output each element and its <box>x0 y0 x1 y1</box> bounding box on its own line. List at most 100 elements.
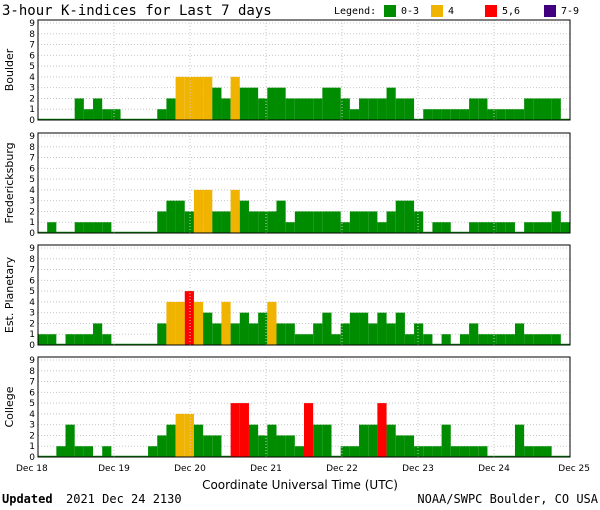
k-index-bar <box>459 109 470 120</box>
k-index-bar <box>542 98 552 120</box>
k-index-bar <box>414 323 424 345</box>
k-index-bar <box>276 200 286 233</box>
k-index-bar <box>542 334 552 345</box>
y-tick-label: 4 <box>29 186 35 196</box>
k-index-bar <box>395 312 405 345</box>
k-index-bar <box>304 334 314 345</box>
k-index-bar <box>157 323 167 345</box>
x-tick-label: Dec 23 <box>402 464 434 474</box>
k-index-bar <box>469 98 479 120</box>
k-index-bar <box>496 222 506 233</box>
k-index-bar <box>414 446 424 457</box>
y-tick-label: 3 <box>29 309 35 319</box>
k-index-bar <box>432 109 442 120</box>
k-index-bar <box>175 413 185 457</box>
x-axis-label: Coordinate Universal Time (UTC) <box>202 478 398 492</box>
k-index-bar <box>74 98 84 120</box>
k-index-bar <box>230 403 240 457</box>
k-index-bar <box>157 435 167 457</box>
k-index-bar <box>359 312 369 345</box>
k-index-bar <box>184 76 194 120</box>
legend-swatch-0 <box>384 5 396 17</box>
k-index-bar <box>239 200 249 233</box>
k-index-bar <box>322 424 332 457</box>
k-index-bar <box>349 446 360 457</box>
k-index-bar <box>304 98 314 120</box>
y-tick-label: 8 <box>29 255 35 265</box>
k-index-bar <box>276 323 286 345</box>
k-index-bar <box>395 200 405 233</box>
k-index-bar <box>93 222 103 233</box>
panel-frame <box>37 356 571 458</box>
x-tick-label: Dec 19 <box>98 464 130 474</box>
x-tick-label: Dec 20 <box>174 464 206 474</box>
k-index-bar <box>294 334 304 345</box>
k-index-bar <box>450 446 460 457</box>
panel-frame <box>37 244 571 346</box>
k-index-bar <box>102 222 112 233</box>
k-index-bar <box>102 109 112 120</box>
k-index-bar <box>331 87 341 120</box>
k-index-bar <box>65 424 75 457</box>
k-index-bar <box>248 211 259 233</box>
k-index-bar <box>386 323 396 345</box>
k-index-bar <box>313 211 323 233</box>
k-index-bar <box>441 424 451 457</box>
chart-title: 3-hour K-indices for Last 7 days <box>2 3 272 19</box>
y-tick-label: 3 <box>29 421 35 431</box>
y-tick-label: 8 <box>29 143 35 153</box>
k-index-bar <box>414 211 424 233</box>
k-index-bar <box>193 76 204 120</box>
k-index-bar <box>514 424 525 457</box>
y-tick-label: 7 <box>29 154 35 164</box>
k-index-bar <box>505 222 515 233</box>
k-index-bar <box>551 334 561 345</box>
k-index-bar <box>47 334 57 345</box>
x-tick-label: Dec 24 <box>478 464 510 474</box>
k-index-bar <box>193 301 204 345</box>
k-index-bar <box>441 222 451 233</box>
k-index-bar <box>239 403 249 457</box>
k-index-bar <box>230 189 240 233</box>
k-index-bar <box>524 222 534 233</box>
y-tick-label: 9 <box>29 19 35 29</box>
k-index-bar <box>395 435 405 457</box>
k-index-bar <box>478 98 488 120</box>
y-tick-label: 4 <box>29 410 35 420</box>
k-index-bar <box>148 446 158 457</box>
k-index-bar <box>74 334 84 345</box>
k-index-bar <box>258 312 268 345</box>
y-tick-label: 9 <box>29 132 35 142</box>
k-index-bar <box>203 312 213 345</box>
k-index-bar <box>102 446 112 457</box>
k-index-bar <box>469 323 479 345</box>
k-index-bar <box>349 312 360 345</box>
k-index-bar <box>514 109 525 120</box>
panel-frame <box>37 132 571 234</box>
k-index-bar <box>542 222 552 233</box>
y-tick-label: 5 <box>29 62 35 72</box>
k-index-bar <box>496 109 506 120</box>
legend-label-1: 4 <box>448 6 454 17</box>
k-index-bar <box>83 109 94 120</box>
k-index-bar <box>487 109 497 120</box>
legend-label-3: 7-9 <box>561 6 579 17</box>
k-index-bar <box>230 323 240 345</box>
k-index-bar <box>432 222 442 233</box>
y-tick-label: 4 <box>29 298 35 308</box>
k-index-bar <box>432 446 442 457</box>
k-index-bar <box>221 211 231 233</box>
k-index-bar <box>230 76 240 120</box>
k-index-bar <box>386 87 396 120</box>
k-index-bar <box>313 323 323 345</box>
k-index-bar <box>93 323 103 345</box>
k-index-bar <box>478 334 488 345</box>
k-index-bar <box>505 109 515 120</box>
k-index-bar <box>212 323 222 345</box>
k-index-bar <box>65 334 75 345</box>
y-tick-label: 0 <box>29 341 35 351</box>
k-index-bar <box>478 446 488 457</box>
